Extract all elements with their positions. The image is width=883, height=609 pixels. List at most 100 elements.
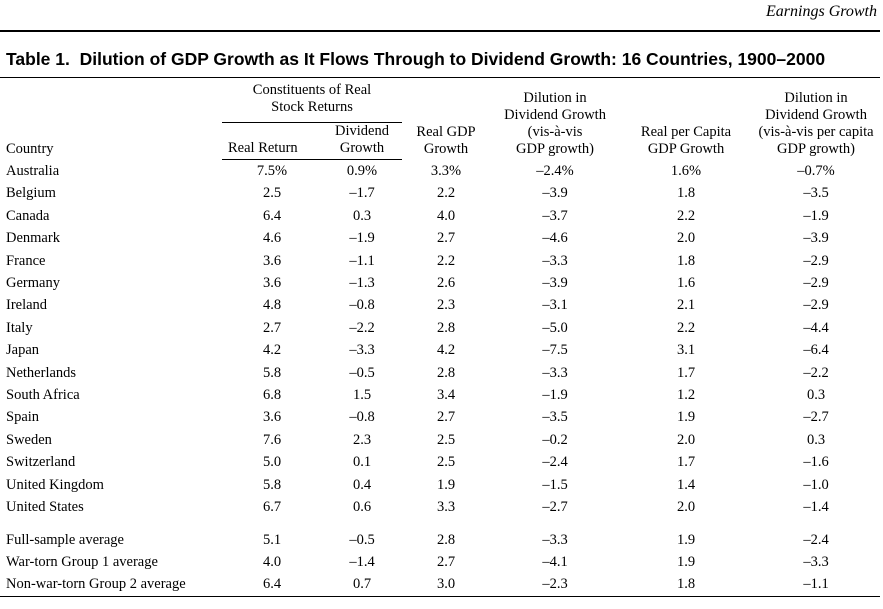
- column-header: Real Return: [222, 122, 322, 160]
- cell: 2.7: [436, 409, 456, 426]
- column-header: Dilution in Dividend Growth (vis-à-vis GDP …: [490, 78, 620, 160]
- cell: –1.9: [803, 207, 829, 224]
- row-label: Canada: [6, 207, 50, 224]
- table-row: South Africa 6.8 1.5 3.4 –1.9 1.2 0.3: [0, 384, 880, 406]
- table-title: Table 1. Dilution of GDP Growth as It Fl…: [6, 49, 826, 69]
- table-row: Denmark 4.6 –1.9 2.7 –4.6 2.0 –3.9: [0, 227, 880, 249]
- row-label: Denmark: [6, 230, 60, 247]
- cell: –1.9: [542, 387, 568, 404]
- table-row: Italy 2.7 –2.2 2.8 –5.0 2.2 –4.4: [0, 317, 880, 339]
- cell: –4.4: [803, 319, 829, 336]
- row-label: Full-sample average: [6, 531, 124, 548]
- row-label: Ireland: [6, 297, 48, 314]
- row-label: South Africa: [6, 387, 80, 404]
- cell: 1.9: [436, 476, 456, 493]
- table-row: Full-sample average 5.1 –0.5 2.8 –3.3 1.9 –2.4: [0, 519, 880, 551]
- cell: 2.7: [436, 230, 456, 247]
- cell: –3.9: [803, 230, 829, 247]
- cell: –3.5: [542, 409, 568, 426]
- cell: –1.4: [349, 553, 375, 570]
- header-line: Real GDP: [416, 123, 476, 140]
- cell: –3.5: [803, 185, 829, 202]
- cell: 2.8: [436, 364, 456, 381]
- cell: 5.1: [262, 531, 282, 548]
- column-header: Real GDP Growth: [402, 78, 490, 160]
- header-row: Real Return Dividend Growth: [0, 122, 880, 160]
- table-row: Australia 7.5% 0.9% 3.3% –2.4% 1.6% –0.7%: [0, 160, 880, 183]
- cell: 2.6: [436, 275, 456, 292]
- row-label: Belgium: [6, 185, 56, 202]
- cell: 2.3: [352, 431, 372, 448]
- cell: 2.5: [262, 185, 282, 202]
- cell: 2.0: [676, 499, 696, 516]
- table-row: Non-war-torn Group 2 average 6.4 0.7 3.0 –2.…: [0, 573, 880, 596]
- cell: 1.8: [676, 576, 696, 593]
- cell: 0.9%: [346, 163, 378, 179]
- table-row: Japan 4.2 –3.3 4.2 –7.5 3.1 –6.4: [0, 339, 880, 361]
- header-line: (vis-à-vis per capita: [758, 123, 874, 140]
- cell: –1.4: [803, 499, 829, 516]
- cell: 0.4: [352, 476, 372, 493]
- cell: 3.6: [262, 275, 282, 292]
- table-row: War-torn Group 1 average 4.0 –1.4 2.7 –4.1 1.…: [0, 551, 880, 573]
- cell: 2.1: [676, 297, 696, 314]
- cell: 7.6: [262, 431, 282, 448]
- header-line: Constituents of Real: [252, 82, 372, 98]
- cell: –2.4: [542, 454, 568, 471]
- table-row: Germany 3.6 –1.3 2.6 –3.9 1.6 –2.9: [0, 272, 880, 294]
- cell: –3.3: [542, 364, 568, 381]
- header-line: GDP growth): [516, 140, 595, 157]
- cell: 5.0: [262, 454, 282, 471]
- row-label: Non-war-torn Group 2 average: [6, 576, 186, 593]
- cell: 4.0: [262, 553, 282, 570]
- cell: 1.9: [676, 531, 696, 548]
- cell: 3.4: [436, 387, 456, 404]
- cell: –0.7%: [797, 162, 835, 179]
- cell: –2.7: [542, 499, 568, 516]
- cell: –2.4: [803, 531, 829, 548]
- table-row: France 3.6 –1.1 2.2 –3.3 1.8 –2.9: [0, 250, 880, 272]
- header-line: Real Return: [228, 140, 298, 156]
- cell: 2.3: [436, 297, 456, 314]
- cell: –0.8: [349, 297, 375, 314]
- cell: 1.7: [676, 454, 696, 471]
- cell: –1.6: [803, 454, 829, 471]
- cell: 3.3: [436, 499, 456, 516]
- running-title: Earnings Growth: [766, 3, 877, 20]
- cell: 6.4: [262, 207, 282, 224]
- cell: –5.0: [542, 319, 568, 336]
- cell: 2.2: [676, 319, 696, 336]
- cell: –3.3: [349, 342, 375, 359]
- cell: 2.2: [436, 252, 456, 269]
- row-label: Italy: [6, 319, 33, 336]
- cell: 4.8: [262, 297, 282, 314]
- cell: 2.0: [676, 230, 696, 247]
- cell: 1.5: [352, 387, 372, 404]
- table-row: Sweden 7.6 2.3 2.5 –0.2 2.0 0.3: [0, 429, 880, 451]
- cell: 4.0: [436, 207, 456, 224]
- cell: 1.2: [676, 387, 696, 404]
- header-line: (vis-à-vis: [527, 123, 583, 140]
- row-label: Spain: [6, 409, 40, 426]
- cell: –2.4%: [536, 162, 574, 179]
- cell: –1.3: [349, 275, 375, 292]
- cell: 6.8: [262, 387, 282, 404]
- table-row: Canada 6.4 0.3 4.0 –3.7 2.2 –1.9: [0, 205, 880, 227]
- cell: 4.2: [262, 342, 282, 359]
- cell: 5.8: [262, 476, 282, 493]
- table-row: Spain 3.6 –0.8 2.7 –3.5 1.9 –2.7: [0, 406, 880, 428]
- cell: 6.4: [262, 576, 282, 593]
- cell: –3.3: [542, 252, 568, 269]
- rule: [0, 30, 880, 32]
- cell: 0.3: [352, 207, 372, 224]
- cell: 1.8: [676, 185, 696, 202]
- cell: 1.6: [676, 275, 696, 292]
- cell: 5.8: [262, 364, 282, 381]
- row-label: Australia: [6, 162, 60, 179]
- cell: 2.0: [676, 431, 696, 448]
- cell: –2.3: [542, 576, 568, 593]
- cell: 1.8: [676, 252, 696, 269]
- cell: –3.3: [542, 531, 568, 548]
- cell: 2.2: [436, 185, 456, 202]
- table-row: United States 6.7 0.6 3.3 –2.7 2.0 –1.4: [0, 496, 880, 518]
